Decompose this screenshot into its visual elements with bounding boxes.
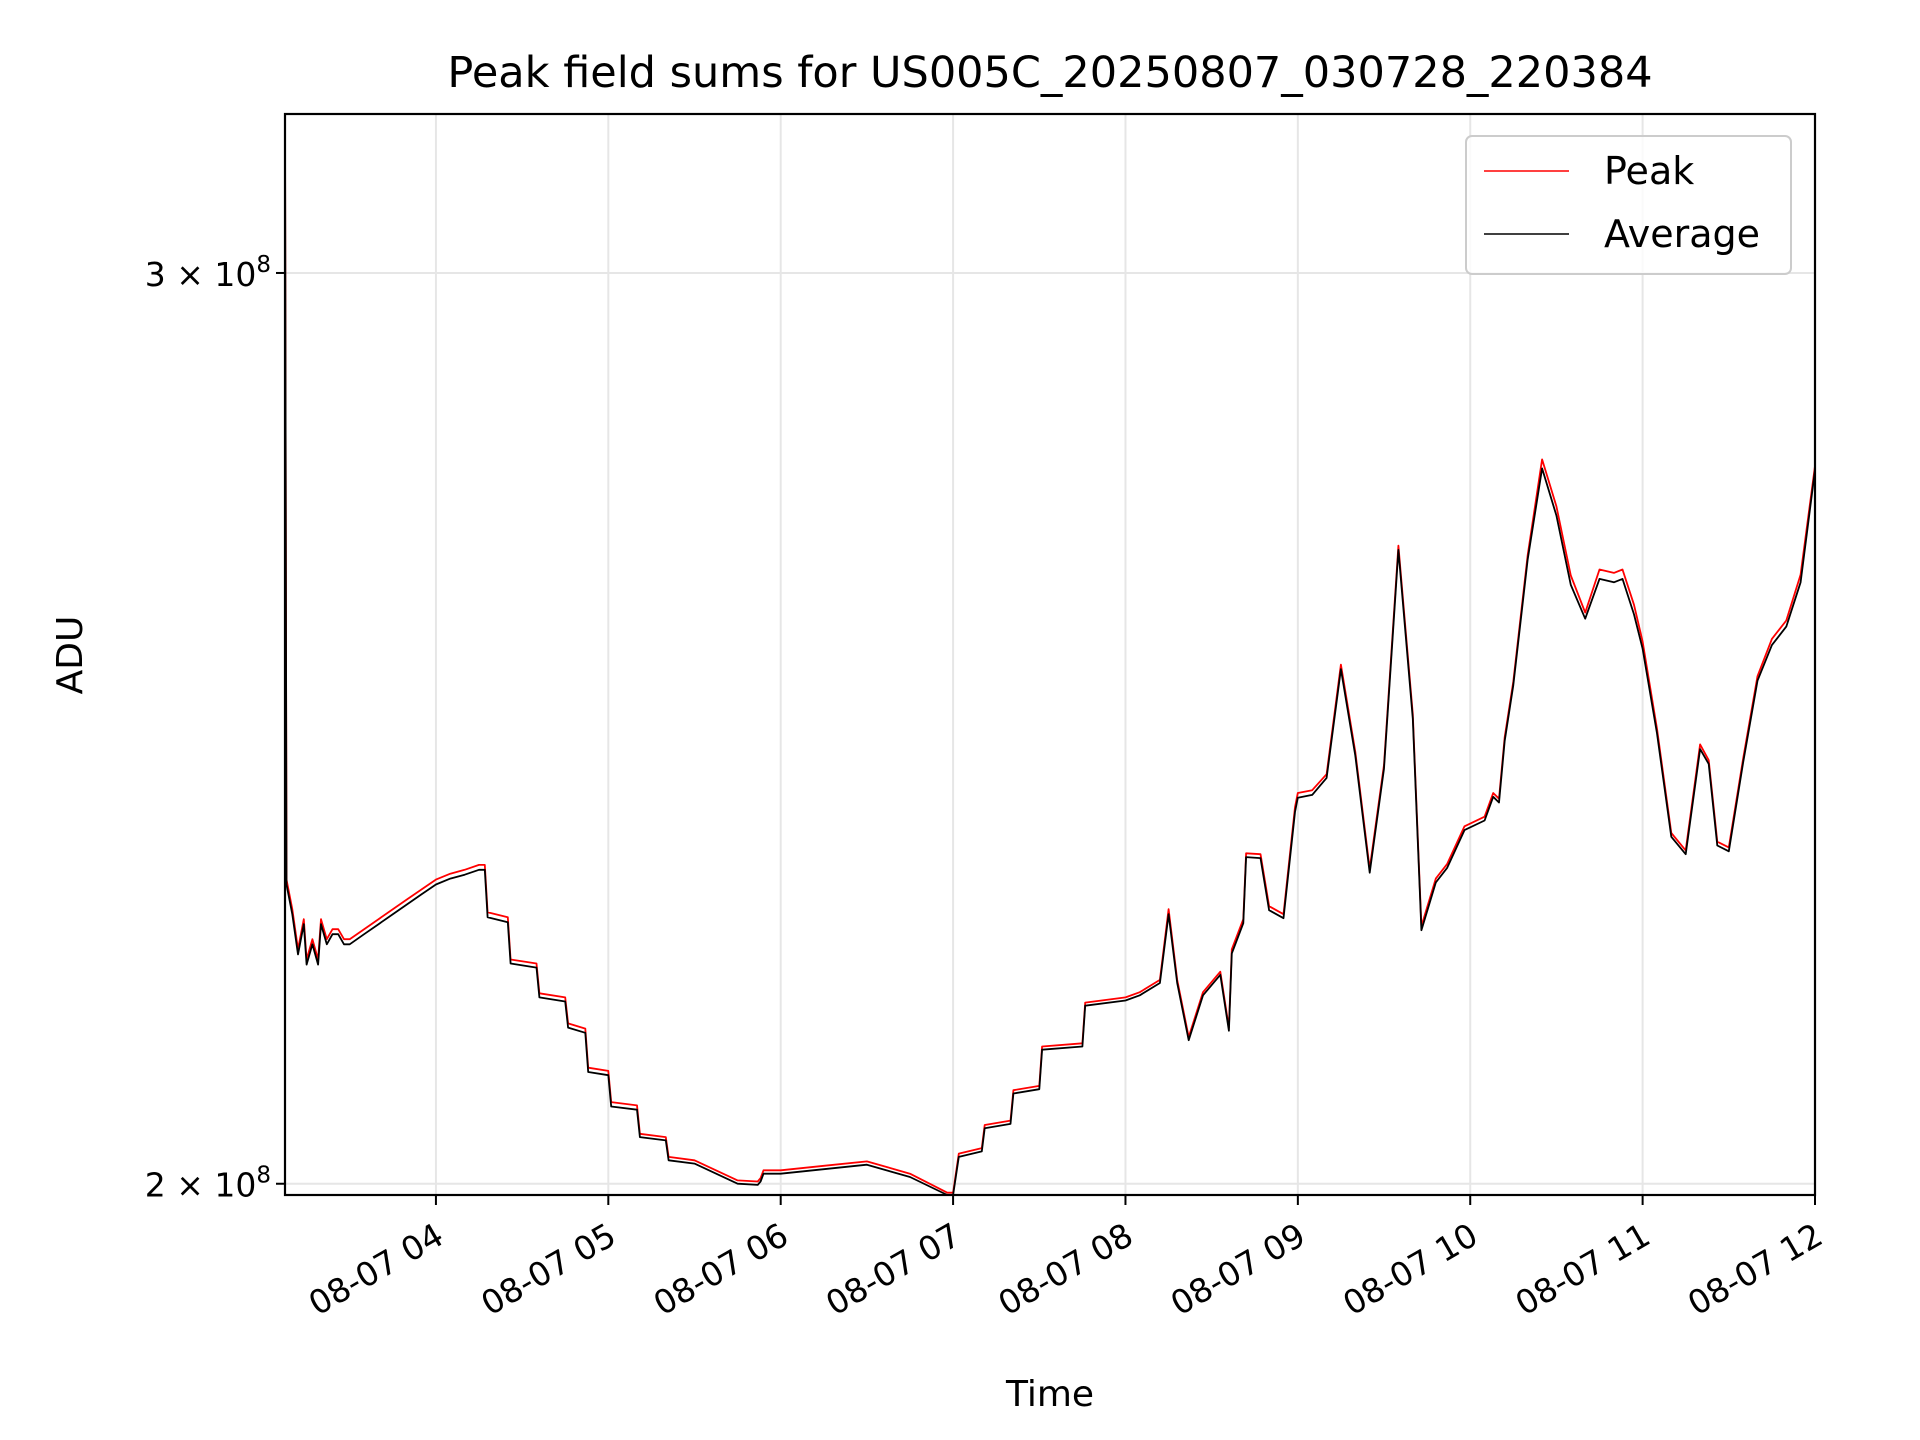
series-layer [284, 113, 1816, 1196]
x-axis-label: Time [1005, 1374, 1094, 1415]
plot-frame [283, 112, 1817, 1197]
y-tick-label-2: 2 × 108 [145, 1163, 271, 1205]
y-axis: 2 × 108 3 × 108 [145, 252, 285, 1205]
legend: Peak Average [1465, 135, 1792, 275]
legend-label-average: Average [1604, 212, 1760, 256]
series-line-average [284, 127, 1816, 1196]
legend-label-peak: Peak [1604, 149, 1694, 193]
chart-title: Peak field sums for US005C_20250807_0307… [447, 48, 1652, 98]
y-tick-label-3: 3 × 108 [145, 252, 271, 294]
y-axis-label: ADU [50, 616, 91, 695]
